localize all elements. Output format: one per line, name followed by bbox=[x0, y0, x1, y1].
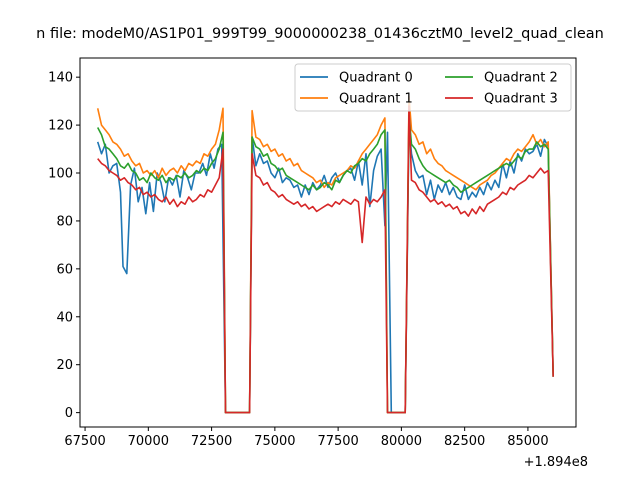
x-tick-label: 72500 bbox=[191, 434, 232, 449]
y-tick-label: 120 bbox=[48, 119, 73, 134]
y-tick-label: 100 bbox=[48, 167, 73, 182]
x-offset-label: +1.894e8 bbox=[524, 455, 588, 470]
legend-label-quadrant-1: Quadrant 1 bbox=[339, 92, 413, 107]
y-tick-label: 0 bbox=[65, 406, 73, 421]
x-tick-label: 75000 bbox=[254, 434, 295, 449]
chart-figure: n file: modeM0/AS1P01_999T99_9000000238_… bbox=[0, 0, 640, 480]
x-tick-label: 82500 bbox=[444, 434, 485, 449]
legend-label-quadrant-3: Quadrant 3 bbox=[484, 92, 558, 107]
x-tick-label: 77500 bbox=[317, 434, 358, 449]
x-tick-label: 70000 bbox=[128, 434, 169, 449]
y-tick-label: 40 bbox=[56, 310, 73, 325]
x-tick-label: 67500 bbox=[64, 434, 105, 449]
y-tick-label: 20 bbox=[56, 358, 73, 373]
y-tick-label: 140 bbox=[48, 71, 73, 86]
legend-label-quadrant-2: Quadrant 2 bbox=[484, 71, 558, 86]
chart-title: n file: modeM0/AS1P01_999T99_9000000238_… bbox=[36, 26, 604, 42]
legend: Quadrant 0 Quadrant 1 Quadrant 2 Quadrant 3 bbox=[295, 64, 571, 111]
y-tick-label: 80 bbox=[56, 214, 73, 229]
y-tick-label: 60 bbox=[56, 262, 73, 277]
legend-label-quadrant-0: Quadrant 0 bbox=[339, 71, 413, 86]
x-tick-label: 85000 bbox=[507, 434, 548, 449]
x-tick-label: 80000 bbox=[381, 434, 422, 449]
